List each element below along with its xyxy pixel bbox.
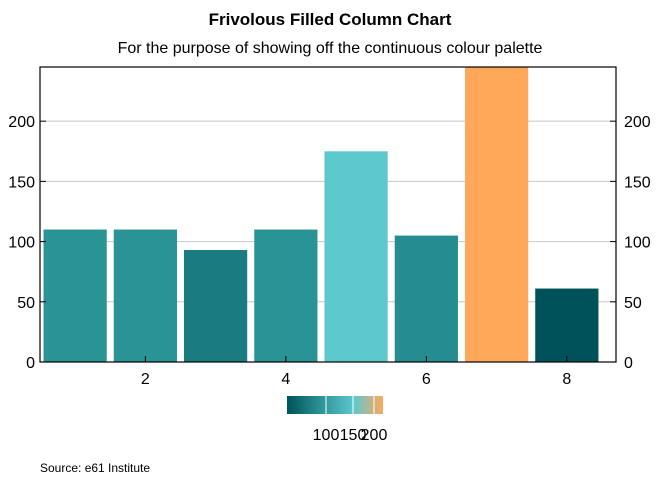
- bar: [464, 67, 529, 362]
- y-tick-label-left: 50: [17, 295, 35, 312]
- y-tick-label-right: 200: [624, 114, 651, 131]
- bar: [535, 288, 599, 362]
- chart-title: Frivolous Filled Column Chart: [209, 10, 452, 29]
- colorbar-gradient: [287, 396, 383, 414]
- y-tick-label-left: 0: [26, 355, 35, 372]
- y-tick-label-left: 100: [8, 235, 35, 252]
- y-tick-label-left: 200: [8, 114, 35, 131]
- x-tick-label: 4: [281, 371, 290, 388]
- axes: 0 0 50 50 100 100 150 150 200 200 2 4 6 8: [8, 114, 651, 388]
- y-tick-label-left: 150: [8, 174, 35, 191]
- colorbar-tick-label: 200: [361, 427, 388, 444]
- colorbar-tick-label: 150: [340, 427, 367, 444]
- bar: [254, 229, 318, 362]
- y-tick-label-right: 100: [624, 235, 651, 252]
- chart-subtitle: For the purpose of showing off the conti…: [118, 40, 543, 57]
- bars: [43, 67, 599, 362]
- source-note: Source: e61 Institute: [40, 461, 150, 475]
- x-tick-label: 6: [422, 371, 431, 388]
- plot-frame: [39, 66, 617, 363]
- y-tick-label-right: 0: [624, 355, 633, 372]
- bar: [324, 151, 388, 362]
- x-tick-label: 2: [141, 371, 150, 388]
- bar: [43, 229, 107, 362]
- bar: [113, 229, 177, 362]
- bar: [184, 250, 248, 362]
- y-tick-label-right: 50: [624, 295, 642, 312]
- colorbar-tick-label: 100: [313, 427, 340, 444]
- y-tick-label-right: 150: [624, 174, 651, 191]
- x-tick-label: 8: [562, 371, 571, 388]
- bar: [394, 235, 458, 362]
